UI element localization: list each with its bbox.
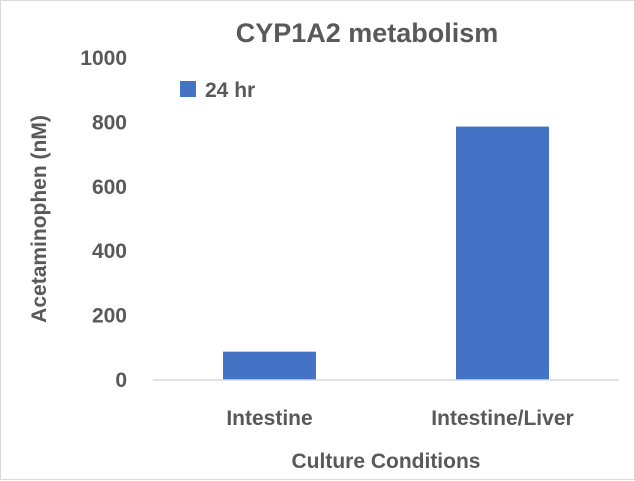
bar: [223, 351, 316, 380]
x-tick-label: Intestine/Liver: [431, 407, 573, 430]
y-axis-title: Acetaminophen (nM): [28, 115, 51, 323]
x-tick-label: Intestine: [226, 407, 312, 430]
bar: [456, 126, 549, 380]
y-tick-labels: 0 200 400 600 800 1000: [80, 47, 127, 392]
y-tick-label: 800: [92, 111, 127, 134]
legend-label: 24 hr: [205, 79, 255, 102]
bars: [223, 126, 549, 380]
chart-title: CYP1A2 metabolism: [236, 18, 499, 48]
legend: 24 hr: [180, 79, 255, 102]
x-axis-title: Culture Conditions: [292, 450, 481, 473]
x-tick-labels: Intestine Intestine/Liver: [226, 407, 573, 430]
legend-swatch: [180, 81, 196, 97]
y-tick-label: 1000: [80, 47, 127, 70]
y-tick-label: 0: [115, 369, 127, 392]
y-tick-label: 200: [92, 305, 127, 328]
y-tick-label: 400: [92, 240, 127, 263]
y-tick-label: 600: [92, 176, 127, 199]
